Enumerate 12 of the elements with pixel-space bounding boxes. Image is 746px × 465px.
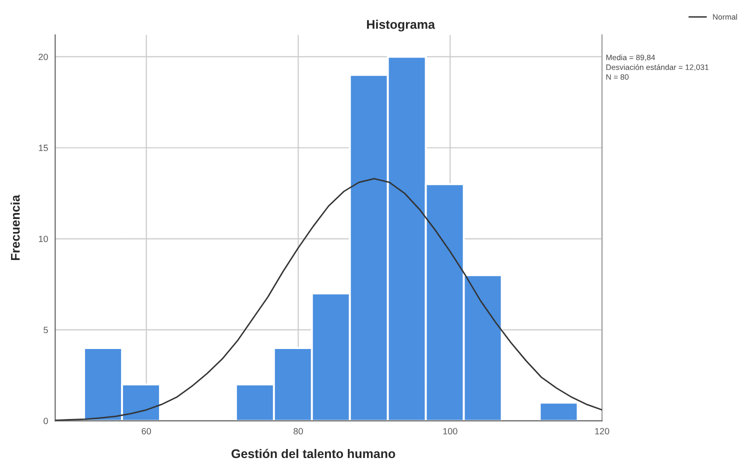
y-tick-label: 15 (38, 144, 48, 152)
y-tick-label: 10 (38, 236, 48, 242)
x-tick-label: 80 (294, 428, 303, 434)
x-axis-title: Gestión del talento humano (232, 448, 396, 458)
chart-title: Histograma (367, 20, 436, 32)
x-tick-label: 100 (443, 428, 458, 434)
y-tick-label: 0 (44, 418, 48, 424)
y-axis-title: Frecuencia (10, 194, 20, 260)
y-tick-label: 5 (44, 326, 48, 334)
x-tick-label: 60 (142, 428, 152, 434)
x-tick-label: 120 (595, 428, 610, 434)
y-tick-label: 20 (38, 54, 48, 60)
